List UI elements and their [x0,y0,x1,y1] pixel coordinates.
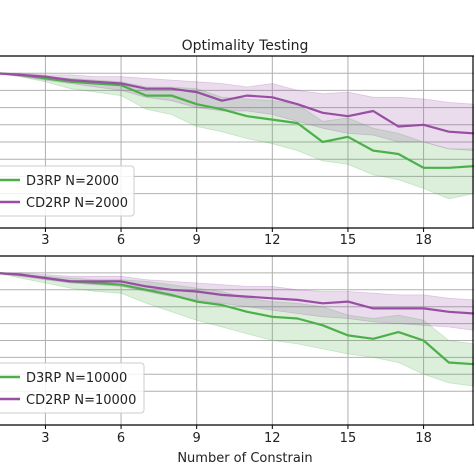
top-panel: 3 6 9 12 15 18 D3RP N=2000 CD2RP N=2000 [0,55,474,248]
x-tick-label: 3 [41,431,49,446]
series-line [0,272,474,315]
series-band [0,272,474,387]
x-tick-label: 15 [340,233,357,248]
x-tick-label: 15 [340,431,357,446]
series-band [0,72,474,152]
x-tick-label: 12 [264,431,281,446]
x-tick-label: 9 [193,431,201,446]
series-band [0,272,474,331]
x-tick-label: 18 [415,431,432,446]
series-line [0,72,474,135]
x-tick-label: 18 [415,233,432,248]
x-tick-label: 6 [117,431,125,446]
x-tick-label: 6 [117,233,125,248]
legend-label: CD2RP N=2000 [26,196,128,211]
bottom-panel: 3 6 9 12 15 18 D3RP N=10000 CD2RP N=10000 [0,255,474,446]
legend-box [0,165,135,217]
x-axis-label: Number of Constrain [177,451,312,466]
legend-label: CD2RP N=10000 [26,393,136,408]
x-tick-label: 12 [264,233,281,248]
x-tick-label: 3 [41,233,49,248]
chart-title: Optimality Testing [182,38,309,54]
x-tick-label: 9 [193,233,201,248]
legend-box [0,362,145,414]
legend-label: D3RP N=2000 [26,174,119,189]
legend-label: D3RP N=10000 [26,371,127,386]
series-line [0,72,474,169]
series-band [0,73,474,200]
